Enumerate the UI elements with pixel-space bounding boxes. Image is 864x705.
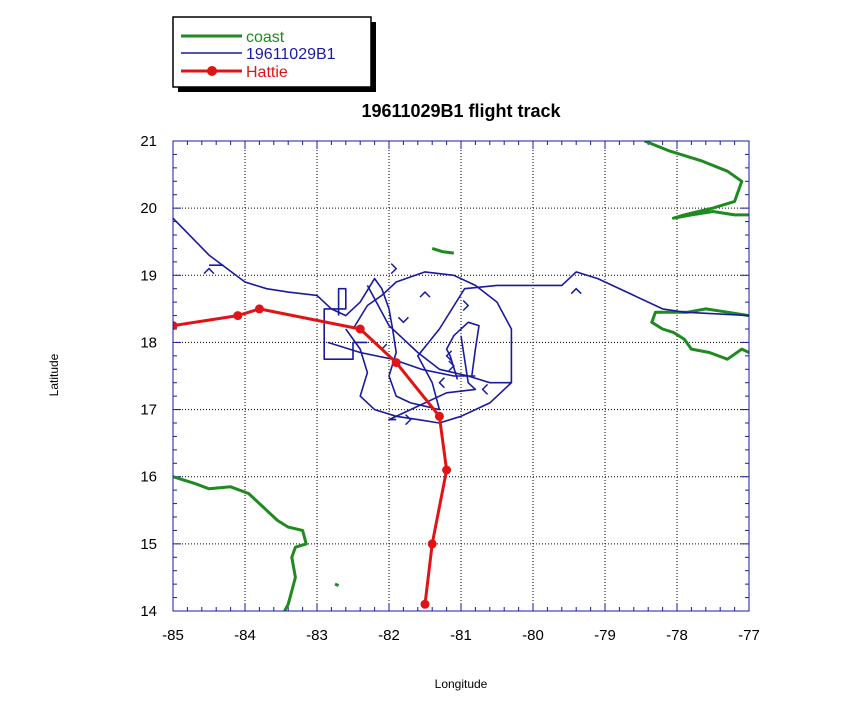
y-tick-label: 19 xyxy=(140,267,157,284)
plot-frame xyxy=(172,140,750,612)
x-tick-label: -77 xyxy=(738,627,760,644)
hattie-point xyxy=(233,311,243,321)
hattie-point xyxy=(434,411,444,421)
legend-box xyxy=(172,16,372,88)
y-tick-labels: 14 15 16 17 18 19 20 21 xyxy=(140,133,157,620)
legend: coast 19611029B1 Hattie xyxy=(172,16,376,92)
direction-arrow xyxy=(390,263,398,275)
coastline-segment xyxy=(334,582,340,587)
x-axis-label: Longitude xyxy=(435,677,488,691)
y-axis-label: Latitude xyxy=(47,353,61,396)
flight-series xyxy=(173,217,749,424)
y-tick-label: 16 xyxy=(140,469,157,486)
flight-track-segment xyxy=(345,271,513,424)
y-tick-label: 21 xyxy=(140,133,157,150)
coastline-segment xyxy=(173,475,308,611)
y-tick-label: 14 xyxy=(140,603,157,620)
direction-arrow xyxy=(438,377,445,389)
coastline-segment xyxy=(644,141,749,220)
x-tick-labels: -85 -84 -83 -82 -81 -80 -79 -78 -77 xyxy=(162,627,760,644)
hattie-series xyxy=(173,304,452,609)
y-tick-label: 15 xyxy=(140,536,157,553)
hattie-point xyxy=(355,324,365,334)
legend-label-coast: coast xyxy=(246,29,285,46)
hattie-point xyxy=(420,599,430,609)
direction-arrow xyxy=(203,267,215,275)
y-tick-label: 20 xyxy=(140,200,157,217)
x-tick-label: -84 xyxy=(234,627,256,644)
x-tick-label: -80 xyxy=(522,627,544,644)
direction-arrow xyxy=(419,291,431,298)
x-tick-label: -85 xyxy=(162,627,184,644)
legend-label-flight: 19611029B1 xyxy=(246,46,336,63)
direction-arrow xyxy=(448,360,455,372)
x-tick-label: -82 xyxy=(378,627,400,644)
hattie-point xyxy=(254,304,264,314)
x-tick-label: -79 xyxy=(594,627,616,644)
direction-arrow xyxy=(570,287,582,295)
hattie-point xyxy=(442,465,452,475)
legend-marker-hattie xyxy=(207,66,217,76)
direction-arrow xyxy=(481,383,489,395)
hattie-point xyxy=(391,358,401,368)
y-tick-label: 18 xyxy=(140,334,157,351)
x-tick-label: -81 xyxy=(450,627,472,644)
hattie-point xyxy=(173,321,178,331)
flight-track-segment xyxy=(327,341,476,377)
flight-track-segment xyxy=(388,335,477,421)
flight-track-segment xyxy=(445,321,480,380)
coastline-segment xyxy=(650,307,749,361)
direction-arrow xyxy=(445,350,453,362)
coastline-segment xyxy=(431,246,454,255)
direction-arrow xyxy=(462,299,470,312)
legend-label-hattie: Hattie xyxy=(246,64,288,81)
y-tick-label: 17 xyxy=(140,402,157,419)
hattie-track-line xyxy=(173,307,449,605)
flight-track-segment xyxy=(323,287,368,361)
hattie-point xyxy=(427,539,437,549)
coast-series xyxy=(173,141,749,611)
direction-arrows xyxy=(203,263,582,426)
x-tick-label: -83 xyxy=(306,627,328,644)
direction-arrow xyxy=(405,414,412,426)
direction-arrow xyxy=(397,316,409,324)
flight-track-segment xyxy=(366,285,512,384)
chart-title: 19611029B1 flight track xyxy=(361,101,561,121)
flight-track-segment xyxy=(173,217,749,411)
x-tick-label: -78 xyxy=(666,627,688,644)
